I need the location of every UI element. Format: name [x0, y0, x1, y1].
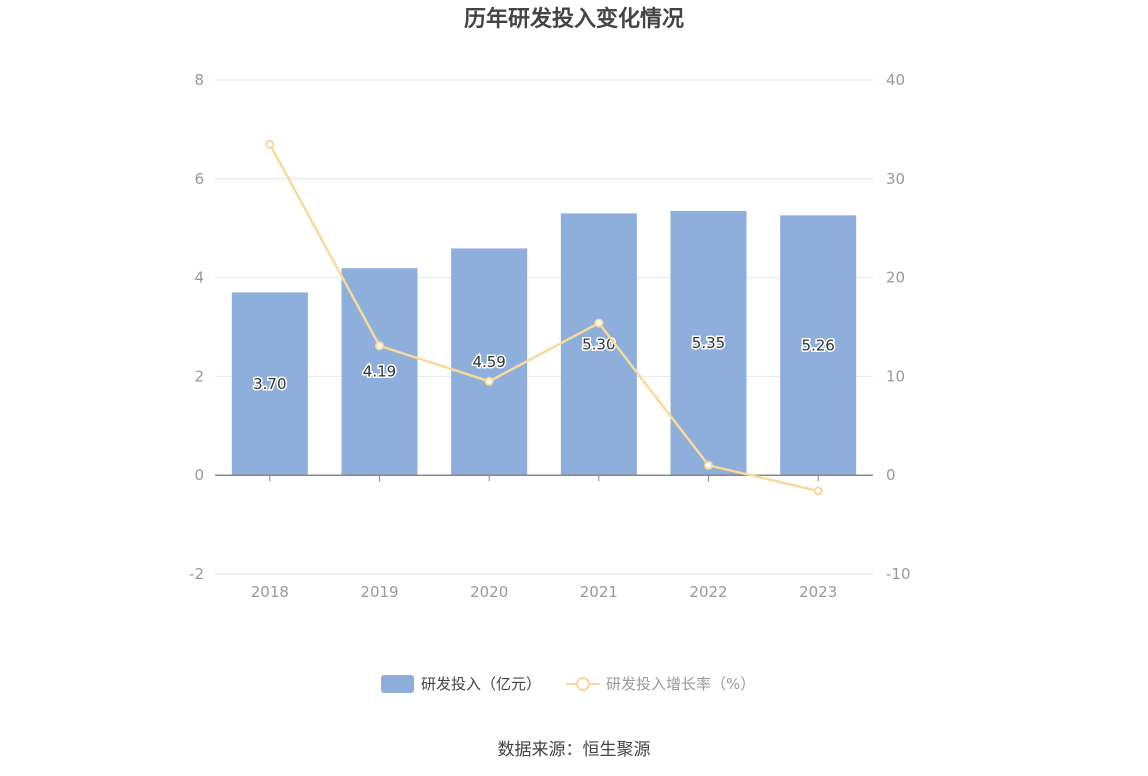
- y-left-tick-label: -2: [189, 565, 204, 583]
- y-axis-left: 8 6 4 2 0 -2: [189, 71, 204, 583]
- growth-point: [265, 139, 275, 149]
- growth-point: [375, 341, 384, 351]
- growth-line: [268, 143, 819, 493]
- y-left-tick-label: 2: [194, 367, 204, 385]
- bar-value-label: 5.26: [801, 336, 834, 354]
- x-tick-label: 2021: [580, 583, 618, 601]
- bar-value-label: 4.59: [472, 353, 505, 371]
- legend-bar-label[interactable]: 研发投入（亿元）: [421, 675, 541, 693]
- y-left-tick-label: 4: [194, 269, 204, 287]
- legend-bar-swatch[interactable]: [381, 675, 414, 693]
- y-axis-right: 40 30 20 10 0 -10: [886, 71, 911, 583]
- y-right-tick-label: 20: [886, 269, 905, 287]
- y-right-tick-label: -10: [886, 565, 911, 583]
- y-right-tick-label: 40: [886, 71, 905, 89]
- x-tick-label: 2023: [799, 583, 837, 601]
- growth-point: [594, 318, 604, 328]
- bar: [780, 215, 857, 476]
- y-right-tick-label: 10: [886, 367, 905, 385]
- growth-point: [704, 460, 713, 470]
- bar-value-label: 3.70: [253, 375, 286, 393]
- y-right-tick-label: 0: [886, 466, 896, 484]
- x-axis-labels: 2018 2019 2020 2021 2022 2023: [251, 583, 838, 601]
- grid-lines: [215, 79, 873, 575]
- x-axis: [215, 474, 873, 482]
- growth-point: [813, 486, 823, 496]
- line-series: [265, 139, 823, 496]
- bar-value-label: 4.19: [363, 363, 396, 381]
- bar-series: 3.70 4.19 4.59 5.30 5.35 5.26: [231, 210, 857, 476]
- x-tick-label: 2018: [251, 583, 289, 601]
- bar: [560, 213, 637, 476]
- x-tick-label: 2019: [360, 583, 398, 601]
- y-left-tick-label: 0: [194, 466, 204, 484]
- bar: [451, 248, 528, 476]
- source-note: 数据来源：恒生聚源: [498, 740, 651, 760]
- y-right-tick-label: 30: [886, 170, 905, 188]
- legend[interactable]: 研发投入（亿元） 研发投入增长率（%）: [381, 675, 755, 693]
- legend-line-marker[interactable]: [576, 677, 590, 691]
- bar: [231, 292, 308, 476]
- bar: [341, 268, 418, 476]
- y-left-tick-label: 6: [194, 170, 204, 188]
- growth-point: [484, 376, 494, 386]
- x-tick-label: 2020: [470, 583, 508, 601]
- bar-value-label: 5.30: [582, 335, 615, 353]
- chart-title: 历年研发投入变化情况: [464, 6, 684, 32]
- legend-line-label[interactable]: 研发投入增长率（%）: [606, 675, 755, 693]
- bar-value-label: 5.35: [692, 334, 725, 352]
- y-left-tick-label: 8: [194, 71, 204, 89]
- x-tick-label: 2022: [689, 583, 727, 601]
